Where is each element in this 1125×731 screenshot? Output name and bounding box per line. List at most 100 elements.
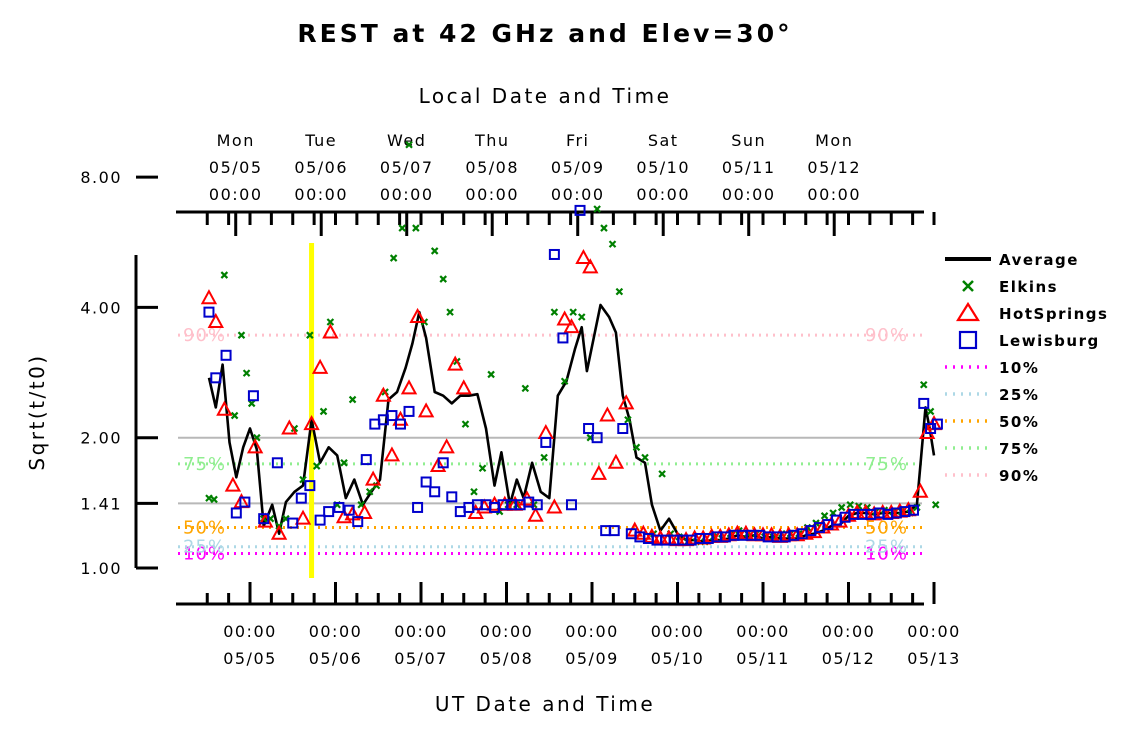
top-tick-date: 05/07 — [380, 158, 434, 177]
point-lewisburg — [617, 423, 629, 435]
point-lewisburg — [295, 492, 307, 504]
point-elkins — [439, 275, 448, 283]
point-hotsprings — [438, 438, 455, 454]
y-tick-label: 2.00 — [80, 429, 122, 448]
point-elkins — [326, 318, 335, 326]
point-hotsprings — [575, 248, 592, 265]
point-hotsprings — [527, 506, 544, 522]
top-tick-day: Sun — [731, 131, 766, 150]
point-elkins — [926, 407, 935, 416]
point-elkins — [593, 205, 601, 213]
point-elkins — [237, 331, 246, 339]
point-elkins — [365, 487, 374, 496]
percentile-label-right: 25% — [865, 537, 908, 558]
percentile-label-left: 10% — [183, 544, 226, 565]
point-hotsprings — [200, 289, 218, 305]
point-elkins — [560, 377, 569, 386]
legend-label-percentile: 90% — [999, 467, 1039, 485]
top-tick-date: 05/09 — [551, 158, 605, 177]
point-elkins — [641, 453, 649, 462]
point-lewisburg — [907, 504, 919, 516]
point-elkins — [412, 224, 420, 232]
axes: 1.00 1.41 2.00 4.00 8.00 00:00 05/05 00:00 05/06… — [80, 131, 961, 668]
point-elkins — [837, 503, 846, 512]
percentile-label-right: 90% — [865, 325, 908, 346]
point-lewisburg — [437, 457, 449, 469]
y-tick-label: 8.00 — [80, 168, 122, 187]
point-hotsprings — [556, 310, 573, 326]
bottom-tick-time: 00:00 — [480, 622, 534, 641]
point-hotsprings — [364, 470, 382, 486]
top-tick-time: 00:00 — [551, 185, 605, 204]
top-tick-time: 00:00 — [807, 185, 861, 204]
point-lewisburg — [565, 499, 577, 511]
y-tick-label: 1.41 — [80, 494, 122, 513]
bottom-tick-time: 00:00 — [736, 622, 790, 641]
point-elkins — [205, 494, 213, 502]
point-lewisburg — [203, 306, 215, 318]
y-axis-label: Sqrt(t/t0) — [25, 353, 49, 470]
bottom-tick-time: 00:00 — [907, 622, 961, 641]
point-lewisburg — [583, 423, 595, 435]
top-tick-date: 05/05 — [209, 158, 263, 177]
point-hotsprings — [294, 509, 312, 525]
bottom-tick-date: 05/05 — [223, 649, 277, 668]
point-lewisburg — [429, 486, 441, 498]
point-lewisburg — [557, 332, 569, 344]
percentile-label-left: 50% — [183, 518, 226, 539]
point-lewisburg — [239, 496, 251, 508]
top-tick-day: Thu — [474, 131, 510, 150]
bottom-tick-date: 05/07 — [394, 649, 448, 668]
point-elkins — [220, 271, 229, 279]
bottom-tick-time: 00:00 — [651, 622, 705, 641]
point-lewisburg — [314, 514, 326, 526]
series-marks — [200, 140, 943, 547]
y-tick-label: 1.00 — [80, 559, 122, 578]
point-elkins — [230, 411, 239, 420]
point-elkins — [398, 224, 406, 232]
top-tick-date: 05/12 — [807, 158, 861, 177]
point-elkins — [931, 500, 940, 509]
legend-label-lewisburg: Lewisburg — [999, 332, 1100, 350]
point-hotsprings — [546, 498, 563, 514]
point-lewisburg — [394, 418, 406, 430]
top-axis-label: Local Date and Time — [419, 84, 672, 108]
top-tick-time: 00:00 — [636, 185, 690, 204]
point-elkins — [846, 500, 854, 509]
point-elkins — [540, 453, 548, 462]
point-elkins — [340, 459, 348, 467]
point-hotsprings — [322, 323, 339, 339]
point-lewisburg — [230, 507, 242, 519]
bottom-tick-date: 05/09 — [565, 649, 619, 668]
point-hotsprings — [599, 406, 616, 422]
point-lewisburg — [591, 432, 603, 444]
point-hotsprings — [429, 456, 447, 473]
top-tick-day: Tue — [304, 131, 337, 150]
point-elkins — [348, 395, 357, 404]
top-tick-time: 00:00 — [465, 185, 519, 204]
bottom-tick-time: 00:00 — [822, 622, 876, 641]
point-hotsprings — [207, 312, 224, 329]
series-line-average — [207, 303, 936, 543]
point-lewisburg — [333, 501, 345, 513]
point-elkins — [312, 462, 321, 470]
point-lewisburg — [343, 504, 355, 516]
y-tick-label: 4.00 — [80, 298, 122, 317]
point-hotsprings — [607, 453, 625, 469]
percentile-label-left: 75% — [183, 454, 226, 475]
top-tick-time: 00:00 — [294, 185, 348, 204]
point-lewisburg — [403, 405, 415, 417]
percentile-label-left: 25% — [183, 537, 226, 558]
point-hotsprings — [563, 318, 580, 334]
x-axis-label: UT Date and Time — [435, 692, 655, 716]
point-hotsprings — [400, 379, 418, 395]
point-hotsprings — [912, 482, 929, 498]
bottom-tick-time: 00:00 — [565, 622, 619, 641]
point-elkins — [389, 254, 398, 262]
point-elkins — [615, 287, 624, 296]
top-tick-day: Fri — [566, 131, 590, 150]
bottom-tick-date: 05/06 — [309, 649, 363, 668]
point-elkins — [405, 140, 413, 149]
top-tick-date: 05/08 — [465, 158, 519, 177]
